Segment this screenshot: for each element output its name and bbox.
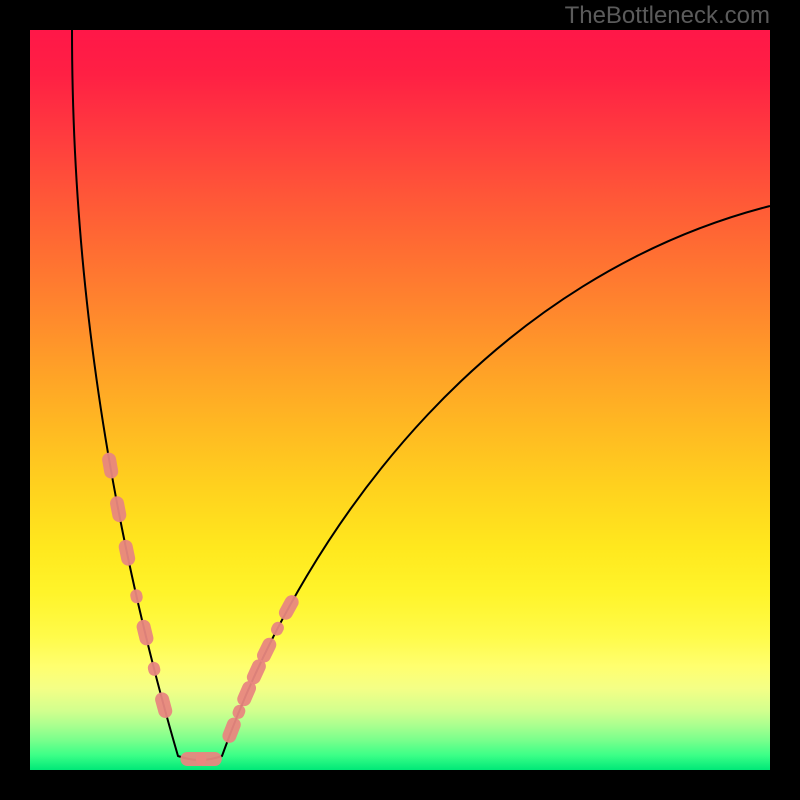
data-marker: [129, 588, 144, 604]
data-marker: [147, 661, 162, 678]
data-marker: [154, 691, 174, 720]
chart-frame: TheBottleneck.com: [0, 0, 800, 800]
data-marker: [135, 618, 155, 647]
bottleneck-curve: [72, 30, 770, 760]
watermark-text: TheBottleneck.com: [565, 2, 770, 30]
data-marker: [101, 452, 119, 480]
data-marker: [220, 716, 242, 745]
data-marker: [276, 593, 301, 623]
data-marker: [196, 752, 222, 766]
data-marker: [269, 620, 286, 638]
data-marker: [109, 495, 128, 523]
curve-layer: [0, 0, 800, 800]
data-marker: [117, 539, 136, 567]
